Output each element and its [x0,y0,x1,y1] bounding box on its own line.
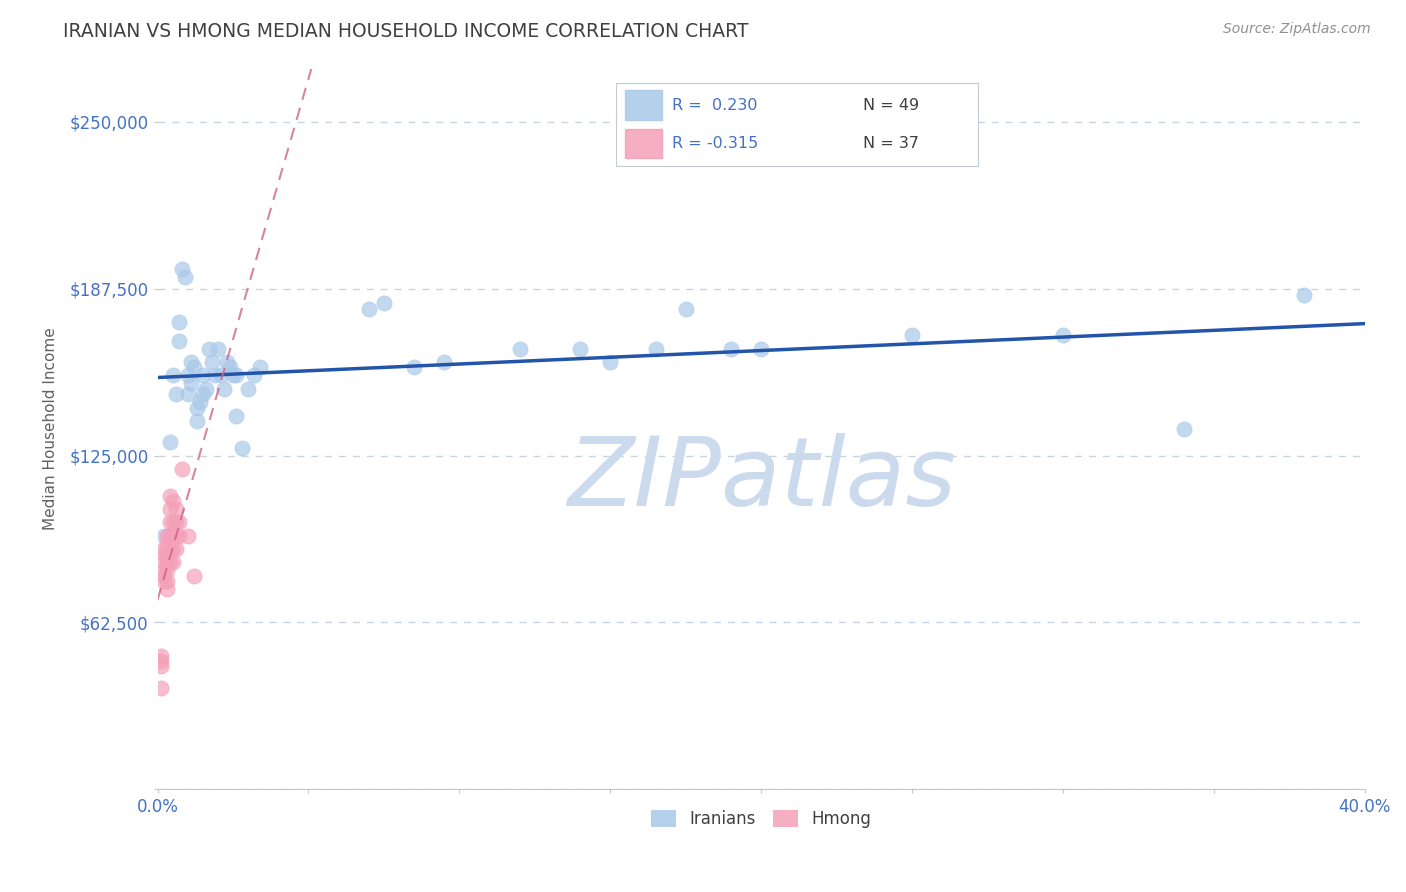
Point [204,368,226,383]
Point [1173,422,1195,436]
Point [162,516,184,530]
Point [159,435,181,450]
Point [159,528,181,542]
Point [176,528,198,542]
Point [155,574,177,588]
Point [599,355,621,369]
Point [509,342,531,356]
Point [149,681,172,695]
Point [149,654,172,668]
Text: IRANIAN VS HMONG MEDIAN HOUSEHOLD INCOME CORRELATION CHART: IRANIAN VS HMONG MEDIAN HOUSEHOLD INCOME… [63,22,749,41]
Point [155,547,177,561]
Point [152,541,174,556]
Point [675,301,697,316]
Point [149,648,172,663]
Point [215,355,238,369]
Point [165,516,187,530]
Point [212,382,235,396]
Text: Source: ZipAtlas.com: Source: ZipAtlas.com [1223,22,1371,37]
Point [159,541,181,556]
Point [173,269,195,284]
Point [162,494,184,508]
Point [176,387,198,401]
Point [152,563,174,577]
Point [186,414,208,428]
Legend: Iranians, Hmong: Iranians, Hmong [645,804,877,835]
Point [249,360,271,375]
Point [152,574,174,588]
Point [155,528,177,542]
Point [152,568,174,582]
Point [159,502,181,516]
Point [165,528,187,542]
Point [170,261,193,276]
Point [222,368,245,383]
Point [236,382,259,396]
Point [162,555,184,569]
Point [155,582,177,596]
Point [165,541,187,556]
Point [165,387,187,401]
Point [152,547,174,561]
Point [159,555,181,569]
Point [402,360,425,375]
Point [198,342,221,356]
Point [207,342,229,356]
Text: ZIPatlas: ZIPatlas [567,433,956,525]
Point [749,342,772,356]
Point [219,360,242,375]
Point [191,368,214,383]
Point [167,516,190,530]
Y-axis label: Median Household Income: Median Household Income [44,327,58,530]
Point [201,355,224,369]
Point [167,334,190,348]
Point [155,536,177,550]
Point [183,568,205,582]
Point [373,296,395,310]
Point [357,301,380,316]
Point [225,368,247,383]
Point [433,355,456,369]
Point [1294,288,1316,302]
Point [149,659,172,673]
Point [167,528,190,542]
Point [225,409,247,423]
Point [152,555,174,569]
Point [644,342,666,356]
Point [901,328,924,343]
Point [170,462,193,476]
Point [1052,328,1074,343]
Point [155,555,177,569]
Point [183,360,205,375]
Point [176,368,198,383]
Point [152,528,174,542]
Point [165,502,187,516]
Point [243,368,266,383]
Point [191,387,214,401]
Point [720,342,742,356]
Point [155,563,177,577]
Point [209,368,232,383]
Point [188,395,211,409]
Point [180,376,202,391]
Point [180,355,202,369]
Point [194,382,217,396]
Point [162,541,184,556]
Point [167,315,190,329]
Point [159,516,181,530]
Point [186,401,208,415]
Point [162,528,184,542]
Point [162,368,184,383]
Point [569,342,592,356]
Point [231,441,253,455]
Point [159,489,181,503]
